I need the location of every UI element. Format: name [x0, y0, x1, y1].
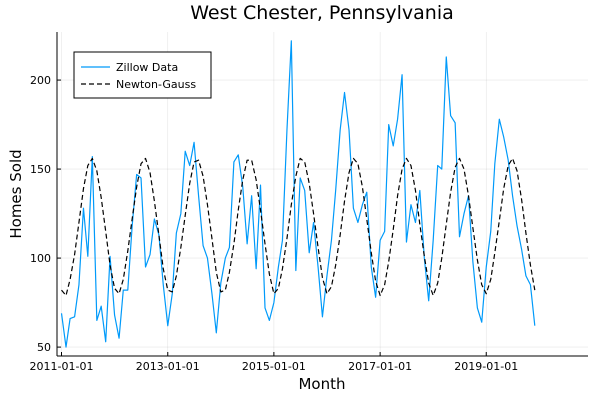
plot-frame — [56, 32, 588, 357]
legend-label-newton-gauss: Newton-Gauss — [116, 78, 196, 91]
x-tick-label-3: 2017-01-01 — [348, 360, 412, 373]
y-axis-title: Homes Sold — [7, 149, 25, 238]
y-tick-label-1: 100 — [30, 252, 51, 265]
legend: Zillow Data Newton-Gauss — [73, 51, 212, 99]
x-tick-label-4: 2019-01-01 — [454, 360, 518, 373]
y-tick-label-3: 200 — [30, 74, 51, 87]
legend-label-zillow-data: Zillow Data — [116, 61, 178, 74]
x-tick-label-1: 2013-01-01 — [136, 360, 200, 373]
y-axis-ticks: 50 100 150 200 — [30, 74, 61, 354]
x-axis-ticks: 2011-01-01 2013-01-01 2015-01-01 2017-01-01… — [30, 352, 518, 373]
x-axis-title: Month — [298, 375, 345, 393]
x-tick-label-0: 2011-01-01 — [30, 360, 94, 373]
legend-box — [73, 51, 212, 99]
series-line-newton-gauss — [61, 157, 536, 297]
y-tick-label-0: 50 — [37, 341, 51, 354]
chart-title: West Chester, Pennsylvania — [190, 2, 454, 24]
y-tick-label-2: 150 — [30, 163, 51, 176]
series-layer — [60, 40, 536, 348]
series-line-zillow-data — [60, 40, 536, 348]
x-tick-label-2: 2015-01-01 — [242, 360, 306, 373]
